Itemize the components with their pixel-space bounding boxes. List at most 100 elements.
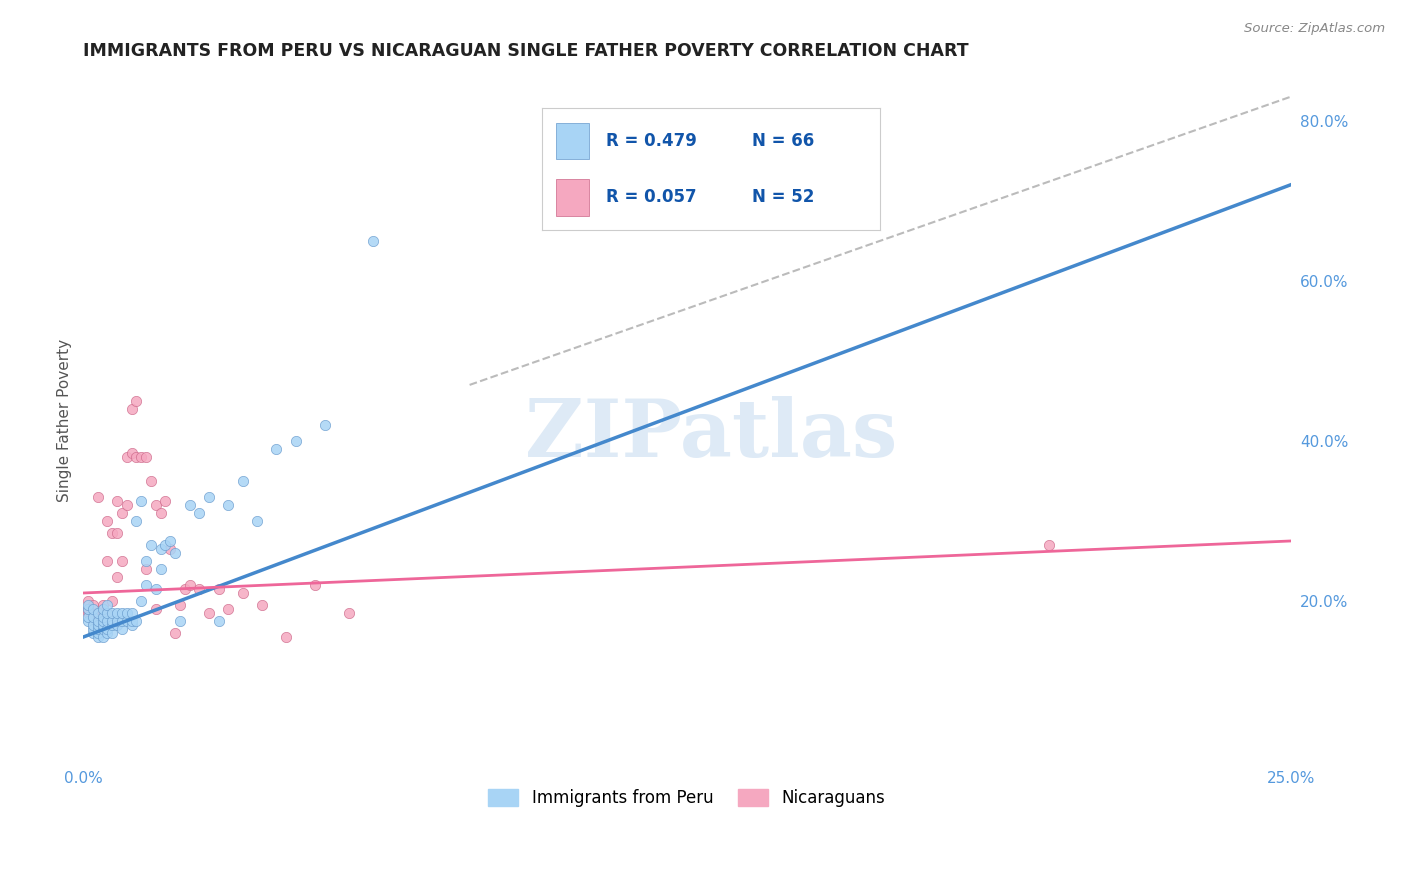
Point — [155, 538, 177, 552]
Point — [101, 594, 124, 608]
Point — [96, 514, 118, 528]
Point — [159, 533, 181, 548]
Point — [82, 602, 104, 616]
Point — [91, 614, 114, 628]
Point — [82, 598, 104, 612]
Point — [198, 490, 221, 504]
Point — [87, 606, 110, 620]
Point — [163, 626, 186, 640]
Point — [111, 506, 134, 520]
Point — [105, 526, 128, 541]
Point — [91, 614, 114, 628]
Text: IMMIGRANTS FROM PERU VS NICARAGUAN SINGLE FATHER POVERTY CORRELATION CHART: IMMIGRANTS FROM PERU VS NICARAGUAN SINGL… — [83, 42, 969, 60]
Point — [91, 618, 114, 632]
Point — [111, 614, 134, 628]
Point — [82, 622, 104, 636]
Point — [145, 582, 167, 596]
Point — [101, 526, 124, 541]
Point — [139, 538, 162, 552]
Point — [115, 606, 138, 620]
Point — [1038, 538, 1060, 552]
Point — [96, 614, 118, 628]
Point — [149, 506, 172, 520]
Point — [77, 598, 100, 612]
Point — [121, 614, 143, 628]
Point — [105, 618, 128, 632]
Point — [105, 606, 128, 620]
Point — [274, 630, 297, 644]
Point — [145, 602, 167, 616]
Point — [207, 582, 229, 596]
Point — [169, 614, 191, 628]
Point — [105, 614, 128, 628]
Point — [111, 554, 134, 568]
Point — [77, 606, 100, 620]
Point — [121, 446, 143, 460]
Point — [266, 442, 288, 456]
Point — [179, 498, 201, 512]
Point — [284, 434, 307, 448]
Point — [105, 570, 128, 584]
Point — [149, 541, 172, 556]
Point — [125, 514, 148, 528]
Point — [91, 630, 114, 644]
Point — [250, 598, 273, 612]
Point — [82, 618, 104, 632]
Point — [121, 606, 143, 620]
Point — [82, 626, 104, 640]
Point — [101, 614, 124, 628]
Point — [125, 393, 148, 408]
Point — [82, 610, 104, 624]
Point — [135, 554, 157, 568]
Point — [155, 494, 177, 508]
Point — [129, 494, 152, 508]
Point — [115, 614, 138, 628]
Point — [87, 622, 110, 636]
Point — [115, 498, 138, 512]
Point — [135, 578, 157, 592]
Point — [87, 490, 110, 504]
Point — [115, 450, 138, 464]
Point — [101, 626, 124, 640]
Point — [77, 610, 100, 624]
Point — [91, 602, 114, 616]
Point — [129, 450, 152, 464]
Text: ZIPatlas: ZIPatlas — [524, 395, 897, 474]
Point — [188, 582, 211, 596]
Point — [96, 606, 118, 620]
Point — [304, 578, 326, 592]
Point — [77, 602, 100, 616]
Point — [96, 622, 118, 636]
Point — [188, 506, 211, 520]
Point — [179, 578, 201, 592]
Point — [246, 514, 269, 528]
Point — [111, 622, 134, 636]
Point — [77, 594, 100, 608]
Y-axis label: Single Father Poverty: Single Father Poverty — [58, 339, 72, 502]
Point — [91, 610, 114, 624]
Point — [125, 614, 148, 628]
Point — [163, 546, 186, 560]
Point — [217, 498, 239, 512]
Point — [77, 602, 100, 616]
Point — [217, 602, 239, 616]
Point — [232, 586, 254, 600]
Point — [87, 614, 110, 628]
Point — [96, 554, 118, 568]
Point — [91, 598, 114, 612]
Point — [82, 610, 104, 624]
Point — [121, 618, 143, 632]
Point — [135, 562, 157, 576]
Point — [129, 594, 152, 608]
Point — [173, 582, 195, 596]
Legend: Immigrants from Peru, Nicaraguans: Immigrants from Peru, Nicaraguans — [482, 782, 893, 814]
Point — [96, 598, 118, 612]
Point — [232, 474, 254, 488]
Point — [96, 626, 118, 640]
Point — [159, 541, 181, 556]
Point — [139, 474, 162, 488]
Point — [87, 626, 110, 640]
Point — [91, 606, 114, 620]
Point — [361, 234, 384, 248]
Point — [337, 606, 360, 620]
